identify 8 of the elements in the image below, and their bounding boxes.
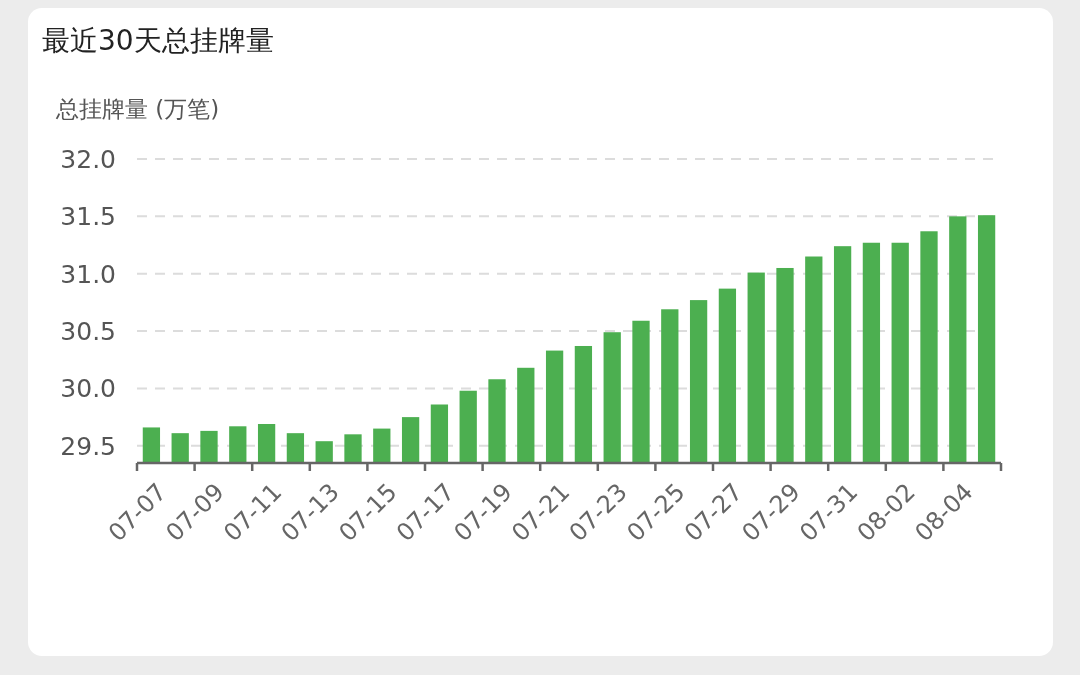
y-tick-label: 32.0 bbox=[60, 145, 116, 174]
y-tick-label: 31.5 bbox=[60, 202, 116, 232]
chart-title: 最近30天总挂牌量 bbox=[42, 24, 274, 57]
y-tick-label: 30.5 bbox=[60, 317, 116, 347]
y-tick-label: 31.0 bbox=[60, 259, 116, 289]
y-axis-title: 总挂牌量 (万笔) bbox=[55, 96, 220, 122]
y-tick-label: 29.5 bbox=[60, 431, 116, 461]
y-tick-label: 30.0 bbox=[60, 374, 116, 404]
